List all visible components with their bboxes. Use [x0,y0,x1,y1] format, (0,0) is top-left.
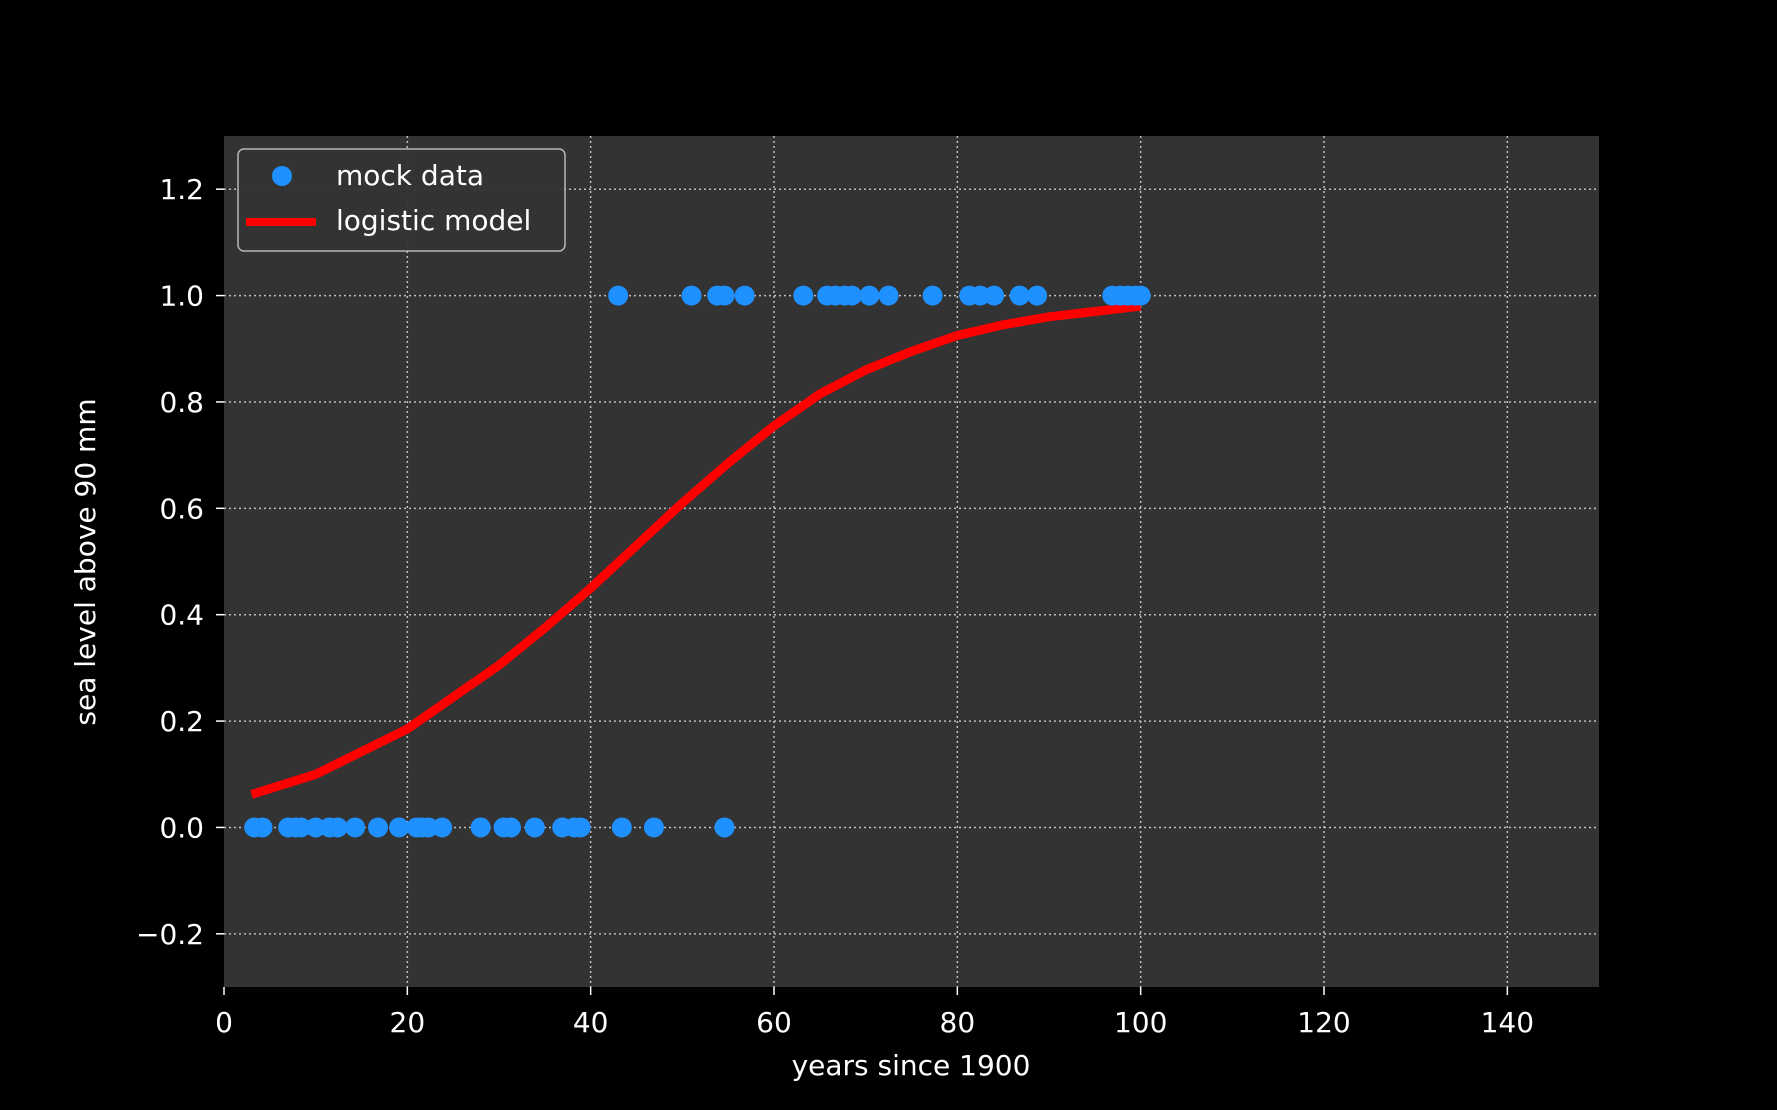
data-point [432,817,453,838]
data-point [524,817,545,838]
data-point [922,285,943,306]
data-point [878,285,899,306]
data-point [345,817,366,838]
data-point [252,817,273,838]
y-tick-label: 0.0 [159,811,204,844]
legend: mock data logistic model [237,148,566,252]
x-tick-label: 140 [1481,1006,1534,1039]
data-point [970,285,991,306]
data-point [327,817,348,838]
x-tick-label: 20 [390,1006,426,1039]
data-point [389,817,410,838]
data-point [611,817,632,838]
axis-ticks: 0 20 40 60 80 100 120 140 −0.2 0.0 0.2 0.4 0.6 0.8 1.0… [136,173,1534,1039]
data-point [681,285,702,306]
y-tick-label: −0.2 [136,918,204,951]
data-point [714,817,735,838]
x-tick-label: 40 [573,1006,609,1039]
data-point [291,817,311,838]
x-tick-label: 100 [1114,1006,1167,1039]
data-point [368,817,388,838]
x-tick-label: 120 [1297,1006,1350,1039]
data-point [1009,285,1030,306]
data-point [470,817,491,838]
data-point [305,817,326,838]
data-point [734,285,755,306]
y-tick-label: 0.2 [159,705,204,738]
data-point [1130,285,1151,306]
data-point [714,285,735,306]
data-point [859,285,880,306]
data-point [418,817,439,838]
scatter-points-layer [244,285,1151,838]
legend-box [237,148,566,252]
x-tick-label: 80 [940,1006,976,1039]
data-point [608,285,629,306]
x-axis-label: years since 1900 [792,1049,1031,1082]
plot-area [224,136,1599,987]
legend-label-logistic-model: logistic model [336,204,531,237]
legend-label-mock-data: mock data [336,159,484,192]
y-tick-label: 0.4 [159,599,204,632]
data-point [841,285,862,306]
data-point [984,285,1004,306]
y-tick-label: 0.8 [159,386,204,419]
data-point [793,285,814,306]
data-point [570,817,591,838]
legend-marker-mock-data [272,166,292,186]
data-point [643,817,664,838]
logistic-model-line [250,301,1142,799]
data-point [1027,285,1048,306]
y-tick-label: 1.2 [159,173,204,206]
y-tick-label: 1.0 [159,280,204,313]
grid-lines [224,136,1599,987]
x-tick-label: 60 [756,1006,792,1039]
data-point [500,817,521,838]
y-tick-label: 0.6 [159,492,204,525]
model-line-layer [250,301,1142,799]
x-tick-label: 0 [215,1006,233,1039]
y-axis-label: sea level above 90 mm [69,398,102,725]
